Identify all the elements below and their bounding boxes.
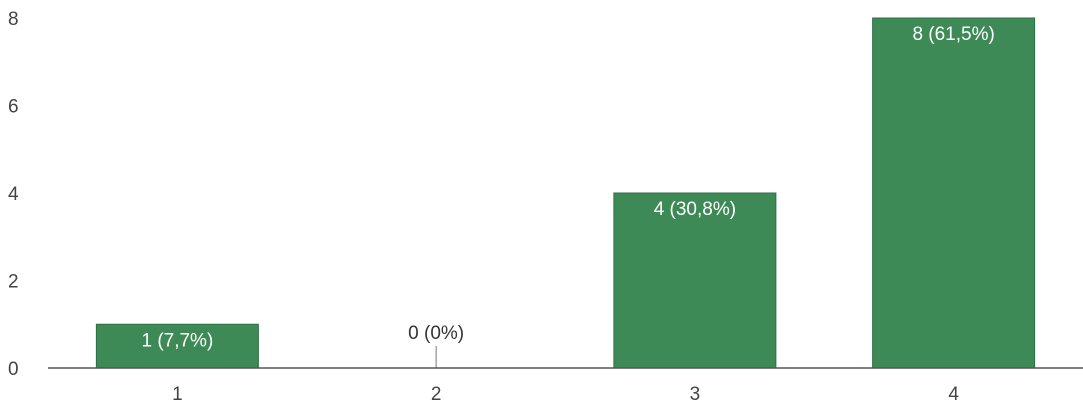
y-tick-label-8: 8	[8, 9, 19, 30]
data-label-4: 8 (61,5%)	[912, 24, 994, 45]
x-tick-label-1: 1	[172, 384, 183, 405]
x-tick-label-2: 2	[431, 384, 442, 405]
y-tick-label-0: 0	[8, 359, 19, 380]
y-tick-label-2: 2	[8, 272, 19, 293]
data-label-1: 1 (7,7%)	[141, 330, 213, 351]
data-labels: 1 (7,7%) 0 (0%) 4 (30,8%) 8 (61,5%)	[141, 24, 994, 351]
bar-4	[872, 17, 1036, 369]
y-axis-ticks: 0 2 4 6 8	[8, 9, 19, 380]
data-label-3: 4 (30,8%)	[654, 199, 736, 220]
x-tick-label-4: 4	[948, 384, 959, 405]
data-label-2: 0 (0%)	[408, 323, 464, 344]
bar-1	[95, 323, 259, 369]
x-axis-ticks: 1 2 3 4	[172, 384, 959, 405]
y-tick-label-6: 6	[8, 97, 19, 118]
bars	[95, 17, 1036, 369]
bar-3	[613, 192, 777, 369]
x-tick-label-3: 3	[690, 384, 701, 405]
y-tick-label-4: 4	[8, 184, 19, 205]
